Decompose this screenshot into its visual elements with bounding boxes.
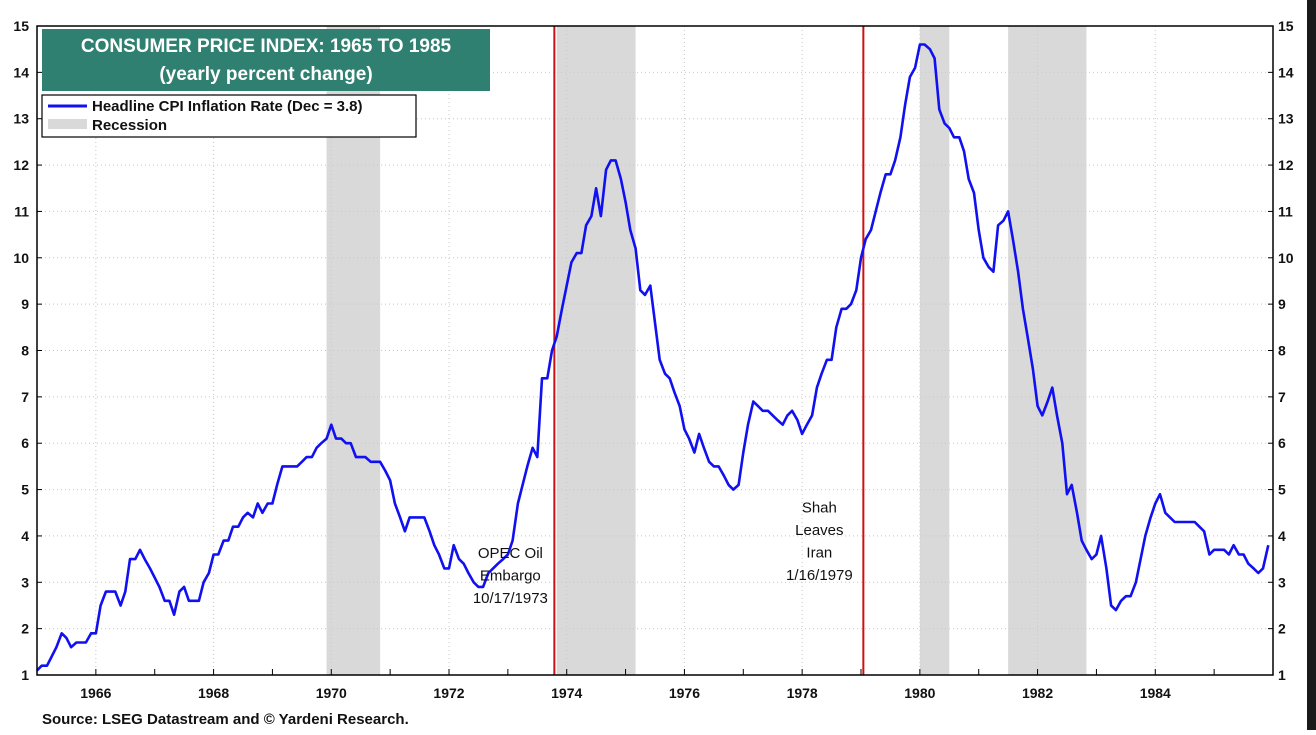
source-note: Source: LSEG Datastream and © Yardeni Re… [42, 711, 409, 728]
x-tick-label: 1980 [904, 685, 935, 701]
x-tick-label: 1968 [198, 685, 229, 701]
y-tick-label-right: 12 [1278, 157, 1294, 173]
x-tick-label: 1982 [1022, 685, 1053, 701]
event-label-2-line: Shah [802, 499, 837, 516]
y-tick-label-left: 10 [13, 250, 29, 266]
y-tick-label-right: 9 [1278, 296, 1286, 312]
y-tick-label-right: 7 [1278, 389, 1286, 405]
y-tick-label-right: 2 [1278, 621, 1286, 637]
y-tick-label-left: 12 [13, 157, 29, 173]
legend-recession-swatch [48, 119, 87, 129]
y-tick-label-right: 4 [1278, 528, 1286, 544]
y-tick-label-right: 13 [1278, 111, 1294, 127]
x-tick-label: 1978 [787, 685, 818, 701]
x-tick-label: 1966 [80, 685, 111, 701]
legend: Headline CPI Inflation Rate (Dec = 3.8) … [42, 95, 416, 137]
y-tick-label-right: 11 [1278, 203, 1293, 219]
y-tick-label-left: 11 [14, 203, 29, 219]
recession-bands [327, 26, 1087, 675]
x-tick-label: 1972 [433, 685, 464, 701]
y-tick-label-left: 6 [21, 435, 29, 451]
y-tick-label-right: 10 [1278, 250, 1294, 266]
event-label-2-line: 1/16/1979 [786, 567, 853, 584]
legend-item-cpi: Headline CPI Inflation Rate (Dec = 3.8) [92, 98, 362, 115]
event-label-2-line: Iran [806, 544, 832, 561]
y-tick-label-right: 8 [1278, 343, 1286, 359]
y-tick-label-right: 3 [1278, 574, 1286, 590]
y-tick-label-left: 8 [21, 343, 29, 359]
x-tick-label: 1976 [669, 685, 700, 701]
recession-band-2 [557, 26, 636, 675]
y-tick-label-left: 7 [21, 389, 29, 405]
x-tick-label: 1984 [1140, 685, 1171, 701]
y-tick-label-left: 13 [13, 111, 29, 127]
y-tick-label-right: 6 [1278, 435, 1286, 451]
y-tick-label-left: 2 [21, 621, 29, 637]
event-label-1-line: Embargo [480, 568, 541, 585]
y-tick-label-left: 15 [13, 18, 29, 34]
x-tick-label: 1974 [551, 685, 582, 701]
y-tick-label-right: 5 [1278, 482, 1286, 498]
y-tick-label-left: 4 [21, 528, 29, 544]
chart-subtitle: (yearly percent change) [159, 64, 372, 85]
window-edge [1307, 0, 1316, 730]
event-label-2-line: Leaves [795, 522, 843, 539]
recession-band-4 [1008, 26, 1086, 675]
chart-title: CONSUMER PRICE INDEX: 1965 TO 1985 [81, 36, 452, 57]
y-tick-label-left: 14 [13, 64, 29, 80]
x-axis-ticks: 1966 1968 1970 1972 1974 1976 1978 1980 1982 1984 [37, 669, 1273, 701]
event-label-1-line: OPEC Oil [478, 545, 543, 562]
y-tick-label-left: 5 [21, 482, 29, 498]
legend-item-recession: Recession [92, 117, 167, 134]
y-tick-label-left: 3 [21, 574, 29, 590]
event-labels: OPEC Oil Embargo 10/17/1973 Shah Leaves Iran 1… [473, 499, 853, 607]
y-tick-label-right: 15 [1278, 18, 1294, 34]
y-tick-label-left: 1 [21, 667, 29, 683]
y-tick-label-right: 14 [1278, 64, 1294, 80]
event-label-1-line: 10/17/1973 [473, 590, 548, 607]
y-tick-label-right: 1 [1278, 667, 1286, 683]
x-tick-label: 1970 [316, 685, 347, 701]
y-tick-label-left: 9 [21, 296, 29, 312]
